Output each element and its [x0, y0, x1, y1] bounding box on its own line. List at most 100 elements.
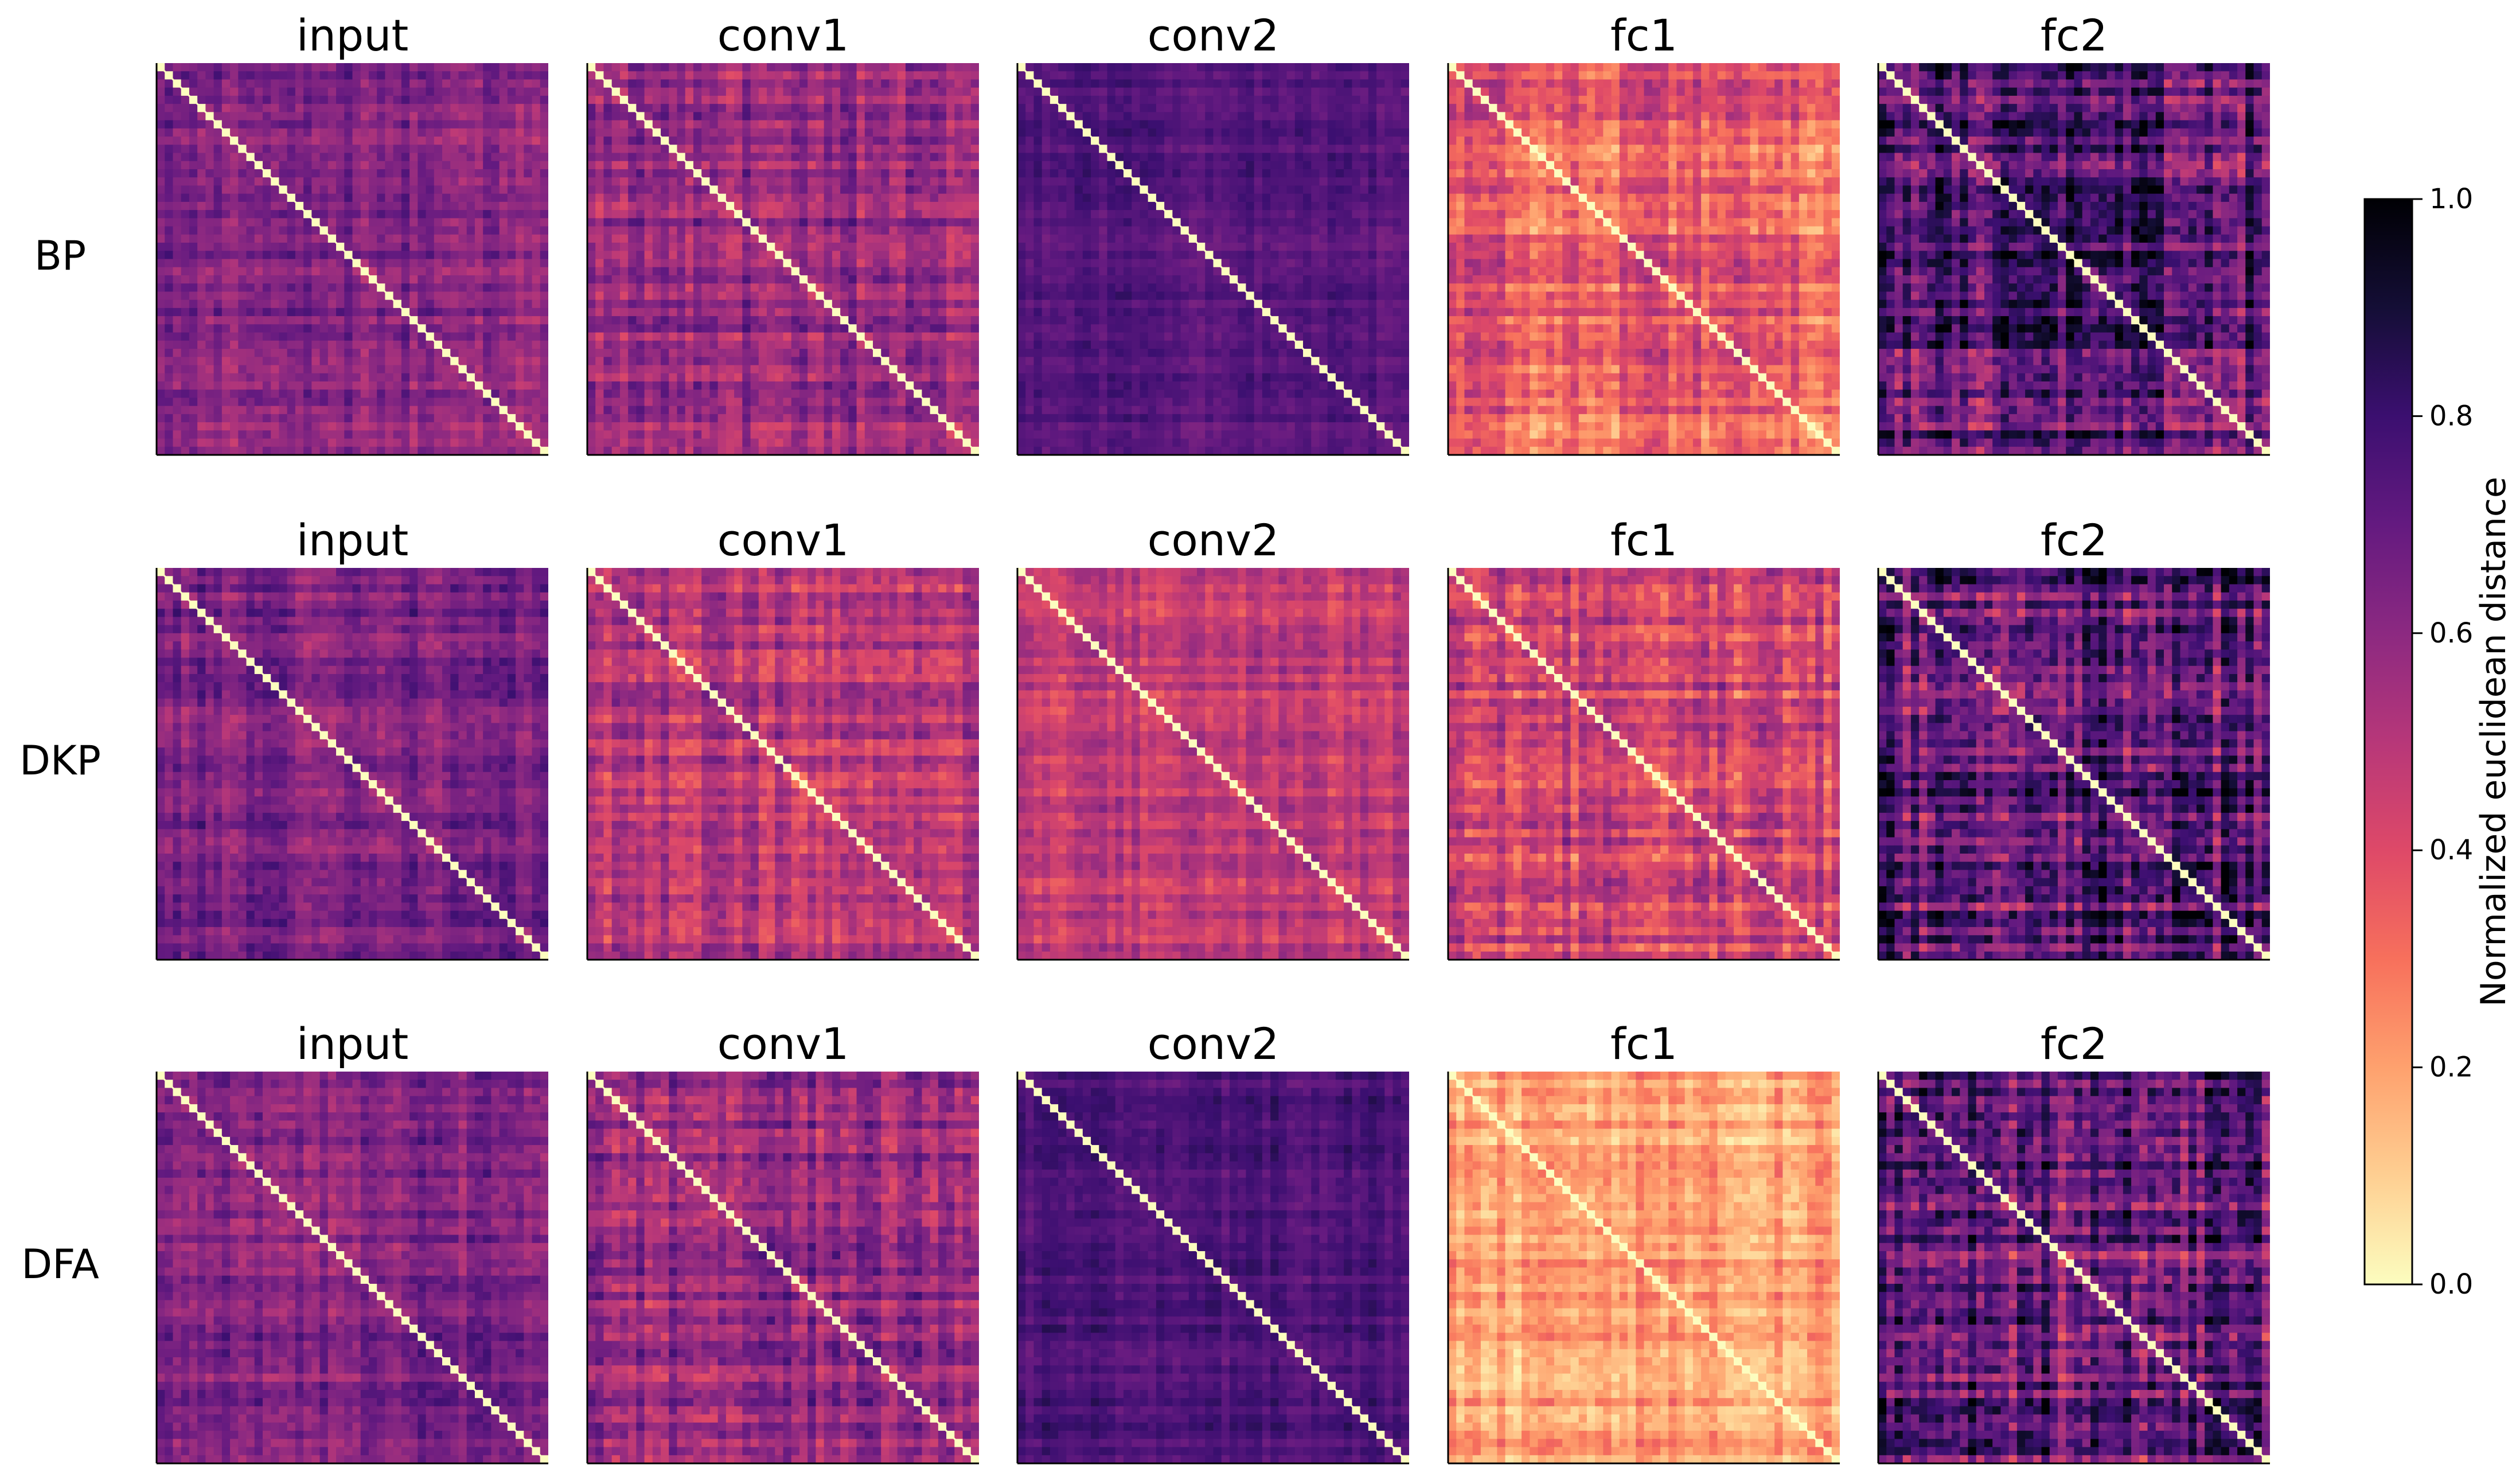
heatmap-cell	[970, 95, 979, 104]
heatmap-cell	[352, 193, 361, 202]
heatmap-cell	[644, 299, 653, 309]
heatmap-cell	[360, 349, 369, 357]
heatmap-cell	[474, 422, 483, 431]
heatmap-cell	[466, 406, 475, 415]
heatmap-cell	[287, 185, 296, 194]
heatmap-cell	[426, 177, 435, 186]
heatmap-cell	[611, 193, 621, 202]
heatmap-cell	[832, 291, 841, 301]
heatmap-cell	[603, 283, 613, 293]
heatmap-cell	[775, 349, 784, 357]
heatmap-cell	[824, 307, 833, 317]
heatmap-cell	[628, 291, 637, 301]
heatmap-cell	[889, 79, 898, 88]
heatmap-cell	[540, 112, 548, 121]
heatmap-cell	[189, 87, 198, 96]
heatmap-cell	[644, 243, 653, 251]
heatmap-cell	[409, 193, 418, 202]
heatmap-cell	[181, 373, 190, 382]
heatmap-cell	[832, 283, 841, 293]
heatmap-cell	[474, 193, 483, 202]
heatmap-cell	[516, 104, 524, 112]
heatmap-cell	[750, 177, 759, 186]
heatmap-cell	[725, 381, 735, 390]
heatmap-cell	[1188, 63, 1197, 72]
heatmap-cell	[287, 128, 296, 137]
heatmap-cell	[1384, 104, 1394, 112]
heatmap-cell	[619, 381, 629, 390]
heatmap-cell	[303, 95, 312, 104]
heatmap-cell	[246, 422, 255, 431]
heatmap-cell	[483, 414, 491, 423]
heatmap-cell	[1050, 71, 1059, 80]
heatmap-cell	[368, 307, 377, 317]
heatmap-cell	[344, 210, 353, 219]
heatmap-cell	[808, 251, 817, 260]
heatmap-cell	[165, 79, 174, 88]
heatmap-cell	[946, 438, 955, 447]
heatmap-cell	[767, 251, 775, 260]
heatmap-cell	[864, 291, 873, 301]
heatmap-cell	[197, 307, 206, 317]
heatmap-cell	[848, 185, 857, 194]
heatmap-cell	[466, 185, 475, 194]
heatmap-cell	[636, 316, 645, 325]
heatmap-cell	[516, 201, 524, 211]
heatmap-cell	[644, 169, 653, 178]
heatmap-cell	[644, 251, 653, 260]
heatmap-cell	[905, 283, 914, 293]
heatmap-cell	[840, 87, 849, 96]
heatmap-cell	[954, 145, 963, 154]
heatmap-cell	[669, 112, 678, 121]
heatmap-cell	[157, 137, 165, 145]
heatmap-cell	[636, 275, 645, 284]
heatmap-cell	[360, 63, 369, 72]
heatmap-cell	[516, 153, 524, 162]
heatmap-cell	[840, 373, 849, 382]
heatmap-cell	[279, 95, 288, 104]
heatmap-cell	[336, 340, 345, 349]
heatmap-cell	[230, 291, 239, 301]
heatmap-cell	[213, 161, 223, 170]
heatmap-cell	[970, 307, 979, 317]
heatmap-cell	[516, 390, 524, 398]
heatmap-cell	[157, 177, 165, 186]
heatmap-cell	[693, 299, 702, 309]
heatmap-cell	[954, 349, 963, 357]
heatmap-cell	[466, 291, 475, 301]
heatmap-cell	[426, 71, 435, 80]
heatmap-cell	[442, 332, 451, 341]
heatmap-cell	[458, 201, 467, 211]
heatmap-cell	[238, 104, 247, 112]
heatmap-cell	[889, 357, 898, 366]
heatmap-cell	[197, 390, 206, 398]
heatmap-cell	[401, 161, 410, 170]
heatmap-cell	[669, 275, 678, 284]
heatmap-cell	[507, 79, 516, 88]
heatmap-cell	[491, 128, 500, 137]
heatmap-cell	[205, 95, 214, 104]
heatmap-cell	[669, 406, 678, 415]
heatmap-cell	[1156, 63, 1165, 72]
heatmap-cell	[458, 332, 467, 341]
heatmap-cell	[336, 145, 345, 154]
heatmap-cell	[205, 349, 214, 357]
heatmap-cell	[611, 406, 621, 415]
heatmap-cell	[189, 169, 198, 178]
heatmap-cell	[295, 373, 304, 382]
heatmap-cell	[466, 145, 475, 154]
heatmap-cell	[524, 120, 533, 129]
heatmap-cell	[279, 446, 288, 455]
heatmap-cell	[540, 316, 548, 325]
heatmap-cell	[725, 218, 735, 227]
heatmap-cell	[636, 193, 645, 202]
heatmap-cell	[717, 201, 727, 211]
heatmap-cell	[644, 259, 653, 268]
heatmap-cell	[701, 324, 711, 333]
heatmap-cell	[491, 422, 500, 431]
heatmap-cell	[450, 63, 459, 72]
heatmap-cell	[213, 201, 223, 211]
heatmap-cell	[758, 365, 767, 374]
heatmap-cell	[873, 87, 881, 96]
heatmap-cell	[922, 438, 931, 447]
